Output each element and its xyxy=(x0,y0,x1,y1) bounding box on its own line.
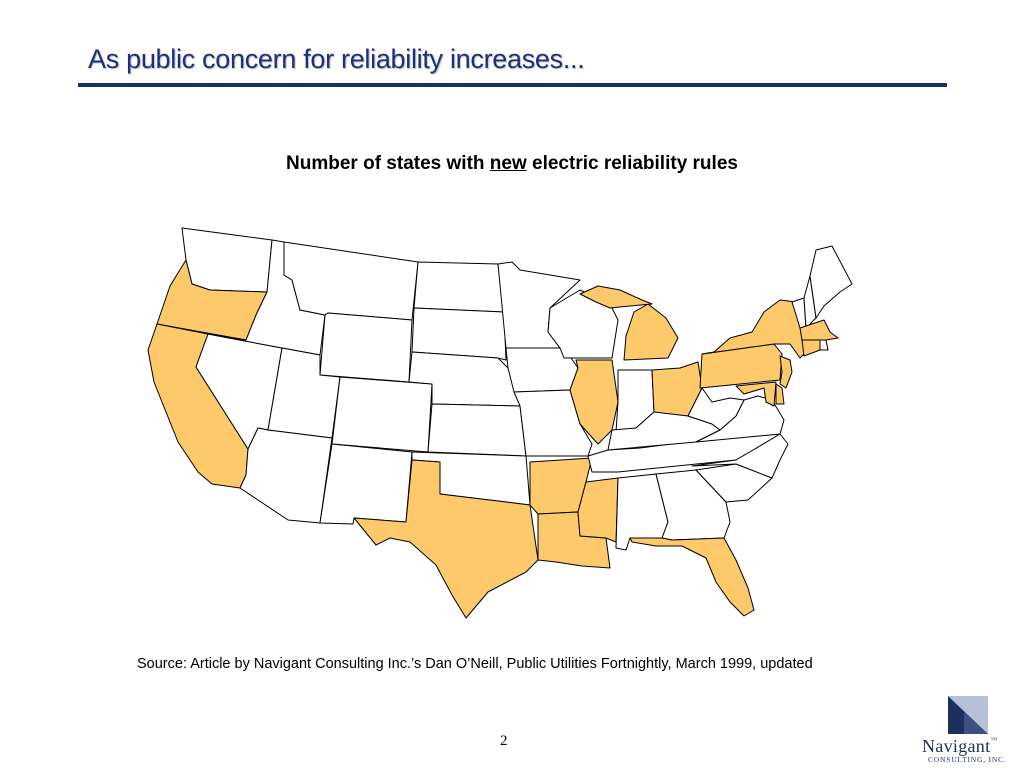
state-north-carolina xyxy=(691,433,789,479)
state-wyoming xyxy=(319,312,413,383)
state-colorado xyxy=(331,376,433,453)
state-south-dakota xyxy=(411,307,507,361)
state-maryland xyxy=(735,381,777,407)
state-north-dakota xyxy=(413,261,505,313)
state-delaware xyxy=(775,383,785,405)
state-michigan xyxy=(623,303,679,361)
map-title-end: electric reliability rules xyxy=(526,153,738,174)
state-new-mexico xyxy=(319,443,413,525)
state-pennsylvania xyxy=(699,343,783,389)
state-new-jersey xyxy=(779,355,793,389)
page-number: 2 xyxy=(500,733,508,749)
map-title-emphasis: new xyxy=(489,153,527,174)
logo-subline: CONSULTING, INC. xyxy=(928,755,1007,764)
state-washington xyxy=(181,227,273,293)
navigant-logo-icon xyxy=(948,696,988,734)
state-west-virginia xyxy=(687,387,745,431)
state-connecticut xyxy=(801,339,821,357)
logo-trademark: ™ xyxy=(990,736,998,744)
state-south-carolina xyxy=(695,463,773,503)
state-florida xyxy=(629,537,755,617)
state-rhode-island xyxy=(819,339,829,351)
source-note: Source: Article by Navigant Consulting I… xyxy=(137,656,813,672)
map-title: Number of states with new electric relia… xyxy=(0,153,1024,175)
logo-name: Navigant xyxy=(922,736,991,756)
map-title-start: Number of states with xyxy=(286,153,490,174)
logo-wordmark: Navigant™ xyxy=(922,736,998,757)
state-montana xyxy=(283,241,419,321)
title-divider xyxy=(78,83,947,87)
state-illinois xyxy=(569,359,619,445)
state-maine xyxy=(809,245,853,319)
state-texas xyxy=(353,459,539,619)
page-title: As public concern for reliability increa… xyxy=(88,44,585,74)
us-states-map xyxy=(147,227,853,619)
state-michigan-upper xyxy=(579,285,653,309)
state-arizona xyxy=(239,427,333,524)
state-mississippi xyxy=(577,477,619,543)
state-kansas xyxy=(427,403,527,457)
